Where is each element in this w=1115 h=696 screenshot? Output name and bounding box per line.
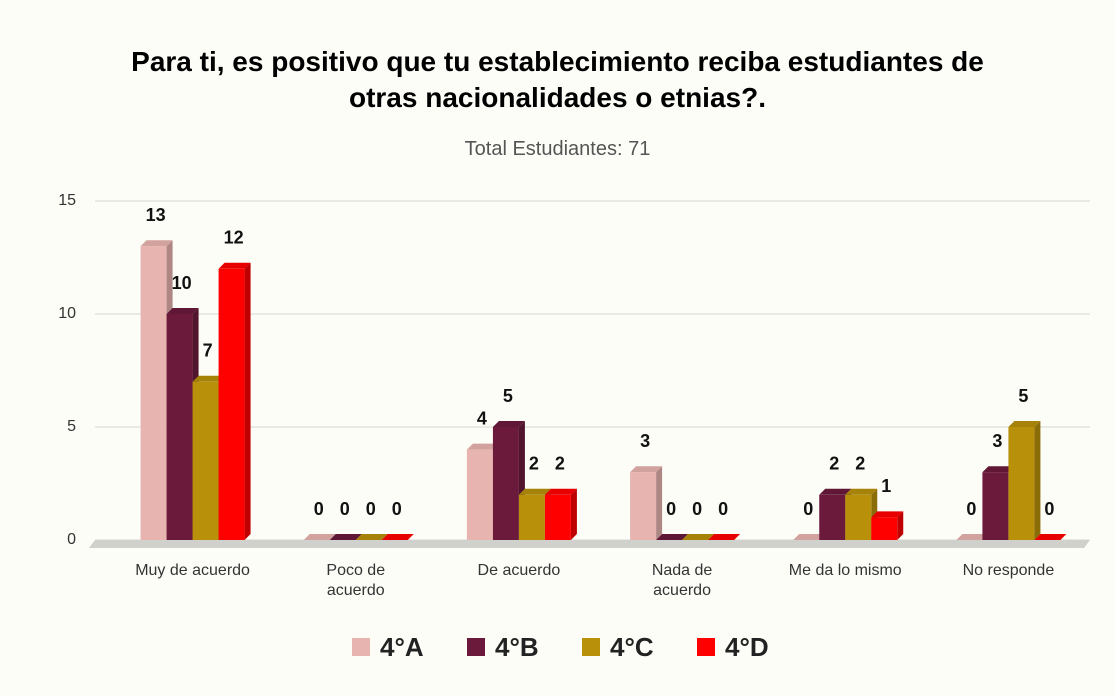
bar — [518, 494, 545, 540]
bar-top — [1008, 421, 1041, 427]
legend-label: 4°A — [380, 632, 424, 662]
bar-top — [793, 534, 826, 540]
legend-swatch — [467, 638, 485, 656]
legend-swatch — [582, 638, 600, 656]
bar — [819, 494, 846, 540]
chart-subtitle: Total Estudiantes: 71 — [464, 138, 651, 160]
data-label: 0 — [314, 499, 324, 519]
data-label: 10 — [172, 273, 192, 293]
y-tick-label: 15 — [58, 192, 76, 209]
bar-top — [982, 466, 1015, 473]
data-label: 7 — [203, 341, 213, 361]
data-label: 3 — [992, 431, 1002, 451]
bar — [630, 472, 657, 540]
bar-side — [570, 488, 577, 540]
y-tick-label: 0 — [67, 531, 76, 548]
bar-top — [956, 534, 989, 540]
bar-top — [329, 534, 362, 540]
bar-top — [218, 262, 251, 269]
x-tick-label: De acuerdo — [477, 562, 561, 579]
data-label: 5 — [503, 386, 513, 406]
data-label: 0 — [692, 499, 702, 519]
bar — [140, 246, 167, 540]
bar — [871, 517, 898, 540]
legend-swatch — [352, 638, 370, 656]
bar-top — [492, 421, 525, 427]
bar — [1008, 427, 1035, 540]
x-tick-label: Muy de acuerdo — [135, 562, 250, 579]
bar-side — [656, 466, 663, 540]
legend-swatch — [697, 638, 715, 656]
data-label: 3 — [640, 431, 650, 451]
data-label: 4 — [477, 408, 487, 428]
data-label: 0 — [718, 499, 728, 519]
legend-label: 4°D — [725, 632, 769, 662]
bar-top — [166, 308, 199, 314]
data-label: 0 — [340, 499, 350, 519]
bar — [218, 268, 245, 540]
legend-label: 4°C — [610, 632, 654, 662]
bar-top — [192, 375, 225, 382]
legend-label: 4°B — [495, 632, 539, 662]
bar-top — [303, 534, 336, 540]
data-label: 2 — [855, 454, 865, 474]
data-label: 0 — [666, 499, 676, 519]
bar — [982, 472, 1009, 540]
bar-top — [708, 534, 741, 540]
bar — [166, 314, 193, 540]
bar-top — [656, 534, 689, 540]
bar-side — [1034, 421, 1041, 540]
data-label: 0 — [1044, 499, 1054, 519]
bar-top — [466, 443, 499, 450]
data-label: 0 — [803, 499, 813, 519]
bar-top — [381, 534, 414, 540]
x-tick-label: Me da lo mismo — [788, 562, 902, 579]
x-tick-label: No responde — [962, 562, 1055, 579]
bar-top — [1034, 534, 1067, 540]
y-tick-label: 5 — [67, 418, 76, 435]
floor — [89, 540, 1090, 548]
x-tick-label: Nada de acuerdo — [651, 562, 713, 599]
data-label: 0 — [392, 499, 402, 519]
bar-top — [518, 488, 551, 495]
bar-top — [871, 511, 904, 518]
bar — [192, 381, 219, 540]
data-label: 12 — [224, 228, 244, 248]
data-label: 2 — [555, 454, 565, 474]
bar-top — [845, 488, 878, 495]
bar — [544, 494, 571, 540]
bar-side — [897, 511, 904, 540]
bar-top — [544, 488, 577, 495]
data-label: 0 — [366, 499, 376, 519]
bar-top — [819, 488, 852, 495]
data-label: 2 — [529, 454, 539, 474]
bar-top — [682, 534, 715, 540]
bar-top — [630, 466, 663, 473]
bar — [845, 494, 872, 540]
data-label: 5 — [1018, 386, 1028, 406]
bar-top — [140, 240, 173, 247]
x-tick-label: Poco de acuerdo — [326, 562, 386, 599]
data-label: 0 — [966, 499, 976, 519]
data-label: 2 — [829, 454, 839, 474]
bar-top — [355, 534, 388, 540]
bar-side — [244, 262, 251, 540]
bar — [466, 449, 493, 540]
data-label: 13 — [146, 205, 166, 225]
bar — [492, 427, 519, 540]
data-label: 1 — [881, 476, 891, 496]
y-tick-label: 10 — [58, 305, 76, 322]
chart-title: Para ti, es positivo que tu establecimie… — [131, 46, 984, 113]
